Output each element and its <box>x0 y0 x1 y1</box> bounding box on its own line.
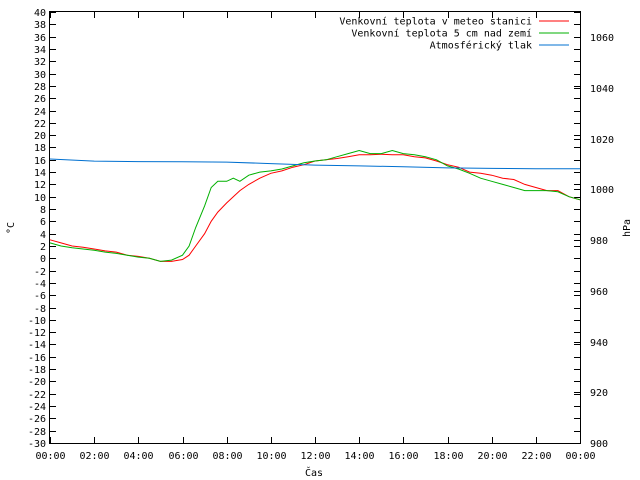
y-tick-label: -10 <box>28 316 46 327</box>
x-tick-label: 02:00 <box>79 451 109 462</box>
y-tick-label: -4 <box>34 279 46 290</box>
y2-tick-label: 900 <box>590 439 608 450</box>
y-tick-label: 26 <box>34 94 46 105</box>
y-tick-label: 38 <box>34 20 46 31</box>
series-layer <box>49 149 581 262</box>
y2-tick-label: 960 <box>590 287 608 298</box>
y-tick-label: -24 <box>28 402 46 413</box>
x-tick-label: 18:00 <box>433 451 463 462</box>
y2-tick-label: 920 <box>590 388 608 399</box>
y-tick-label: 2 <box>40 242 46 253</box>
x-tick-label: 00:00 <box>35 451 65 462</box>
y-tick-label: 30 <box>34 70 46 81</box>
y-tick-label: -26 <box>28 414 46 425</box>
x-tick-label: 00:00 <box>565 451 595 462</box>
x-tick-label: 12:00 <box>300 451 330 462</box>
y2-tick-label: 940 <box>590 338 608 349</box>
y-tick-label: -28 <box>28 427 46 438</box>
y-tick-label: -6 <box>34 291 46 302</box>
y-tick-label: 18 <box>34 143 46 154</box>
x-tick-label: 08:00 <box>212 451 242 462</box>
legend-label: Venkovní teplota 5 cm nad zemí <box>351 28 532 40</box>
y2-tick-label: 980 <box>590 236 608 247</box>
y-tick-label: 20 <box>34 131 46 142</box>
y-tick-label: 6 <box>40 217 46 228</box>
legend: Venkovní teplota v meteo staniciVenkovní… <box>339 16 569 52</box>
y-tick-label: 24 <box>34 107 46 118</box>
x-axis-label: Čas <box>305 466 323 479</box>
y2-tick-label: 1040 <box>590 84 614 95</box>
legend-label: Venkovní teplota v meteo stanici <box>339 16 532 28</box>
y2-axis-label: hPa <box>622 219 633 237</box>
x-tick-label: 20:00 <box>477 451 507 462</box>
x-tick-label: 22:00 <box>521 451 551 462</box>
y-tick-label: 34 <box>34 45 46 56</box>
y-tick-label: 22 <box>34 119 46 130</box>
y-tick-label: 40 <box>34 8 46 19</box>
x-axis-ticks: 00:00 02:00 04:00 06:00 08:00 10:00 12:00 14:00… <box>35 12 596 462</box>
y-tick-label: 8 <box>40 205 46 216</box>
y-tick-label: -22 <box>28 390 46 401</box>
y-tick-label: -8 <box>34 304 46 315</box>
x-tick-label: 06:00 <box>168 451 198 462</box>
y-tick-label: -16 <box>28 353 46 364</box>
legend-label: Atmosférický tlak <box>430 40 532 52</box>
y-tick-label: 16 <box>34 156 46 167</box>
y-tick-label: -30 <box>28 439 46 450</box>
y-tick-label: -2 <box>34 267 46 278</box>
y-tick-label: 0 <box>40 254 46 265</box>
plot-area-border <box>49 11 581 444</box>
x-tick-label: 14:00 <box>344 451 374 462</box>
y2-tick-label: 1060 <box>590 33 614 44</box>
y-tick-label: -14 <box>28 340 46 351</box>
y-tick-label: 28 <box>34 82 46 93</box>
y-tick-label: 32 <box>34 57 46 68</box>
y-tick-label: 14 <box>34 168 46 179</box>
y-tick-label: 36 <box>34 33 46 44</box>
x-tick-label: 04:00 <box>123 451 153 462</box>
series-line-3 <box>49 158 580 170</box>
y-tick-label: -20 <box>28 377 46 388</box>
right-axis-ticks: 900 920 940 960 980 1000 1020 1040 1060 <box>574 33 614 450</box>
y2-tick-label: 1020 <box>590 135 614 146</box>
y-tick-label: 12 <box>34 180 46 191</box>
y-tick-label: 4 <box>40 230 46 241</box>
y-tick-label: 10 <box>34 193 46 204</box>
left-axis-ticks: -30-28-26-24-22-20-18-16-14-12-10-8-6-4-… <box>28 8 580 450</box>
y-tick-label: -12 <box>28 328 46 339</box>
x-tick-label: 16:00 <box>388 451 418 462</box>
y2-tick-label: 1000 <box>590 185 614 196</box>
x-tick-label: 10:00 <box>256 451 286 462</box>
y-tick-label: -18 <box>28 365 46 376</box>
y-axis-label: °C <box>6 222 17 234</box>
